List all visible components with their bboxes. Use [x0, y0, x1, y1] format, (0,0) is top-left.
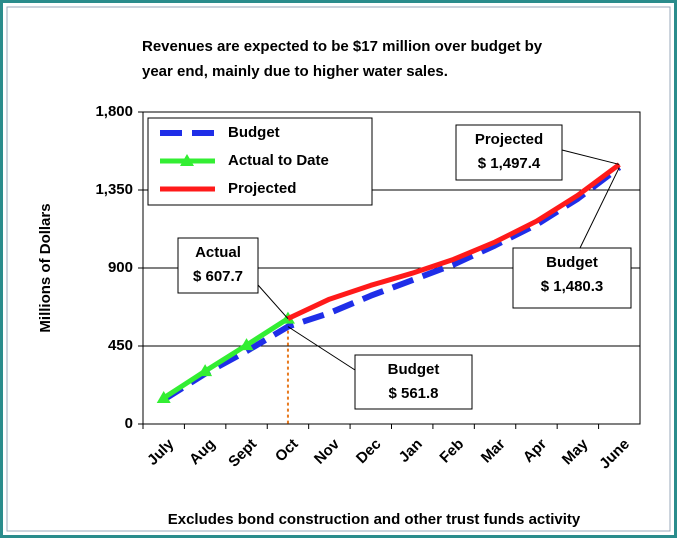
y-tick-label: 450	[108, 337, 133, 354]
annotation-text: Budget	[546, 254, 598, 271]
marker	[239, 338, 254, 351]
y-tick-label: 1,350	[95, 181, 133, 198]
annotation-box	[354, 354, 473, 410]
y-tick-label: 1,800	[95, 103, 133, 120]
annotation-text: Projected	[475, 131, 543, 148]
annotation-box	[177, 237, 259, 294]
legend-label: Budget	[228, 124, 280, 141]
annotation-text: $ 1,480.3	[541, 278, 604, 295]
annotation-text: $ 561.8	[388, 385, 438, 402]
annotation-text: $ 607.7	[193, 268, 243, 285]
marker	[156, 391, 171, 403]
series-line	[286, 162, 621, 321]
footnote: Excludes bond construction and other tru…	[168, 511, 581, 528]
annotation-pointer	[287, 326, 356, 371]
y-tick-label: 900	[108, 259, 133, 276]
series-line	[162, 316, 290, 401]
chart-title: Revenues are expected to be $17 million …	[142, 38, 543, 55]
marker	[198, 364, 213, 377]
annotation-pointer	[561, 149, 620, 165]
annotation-box	[512, 247, 632, 309]
chart-title: year end, mainly due to higher water sal…	[142, 63, 448, 80]
annotation-text: $ 1,497.4	[478, 155, 541, 172]
y-tick-label: 0	[125, 415, 133, 432]
annotation-box	[455, 124, 563, 181]
legend-marker	[180, 154, 194, 166]
annotation-pointer	[257, 284, 289, 319]
annotation-text: Actual	[195, 244, 241, 261]
annotation-text: Budget	[388, 361, 440, 378]
legend-label: Actual to Date	[228, 152, 329, 169]
series-line	[162, 165, 622, 403]
annotation-pointer	[579, 167, 620, 249]
y-axis-label: Millions of Dollars	[37, 203, 54, 332]
legend-label: Projected	[228, 180, 296, 197]
inner-frame	[6, 6, 671, 532]
